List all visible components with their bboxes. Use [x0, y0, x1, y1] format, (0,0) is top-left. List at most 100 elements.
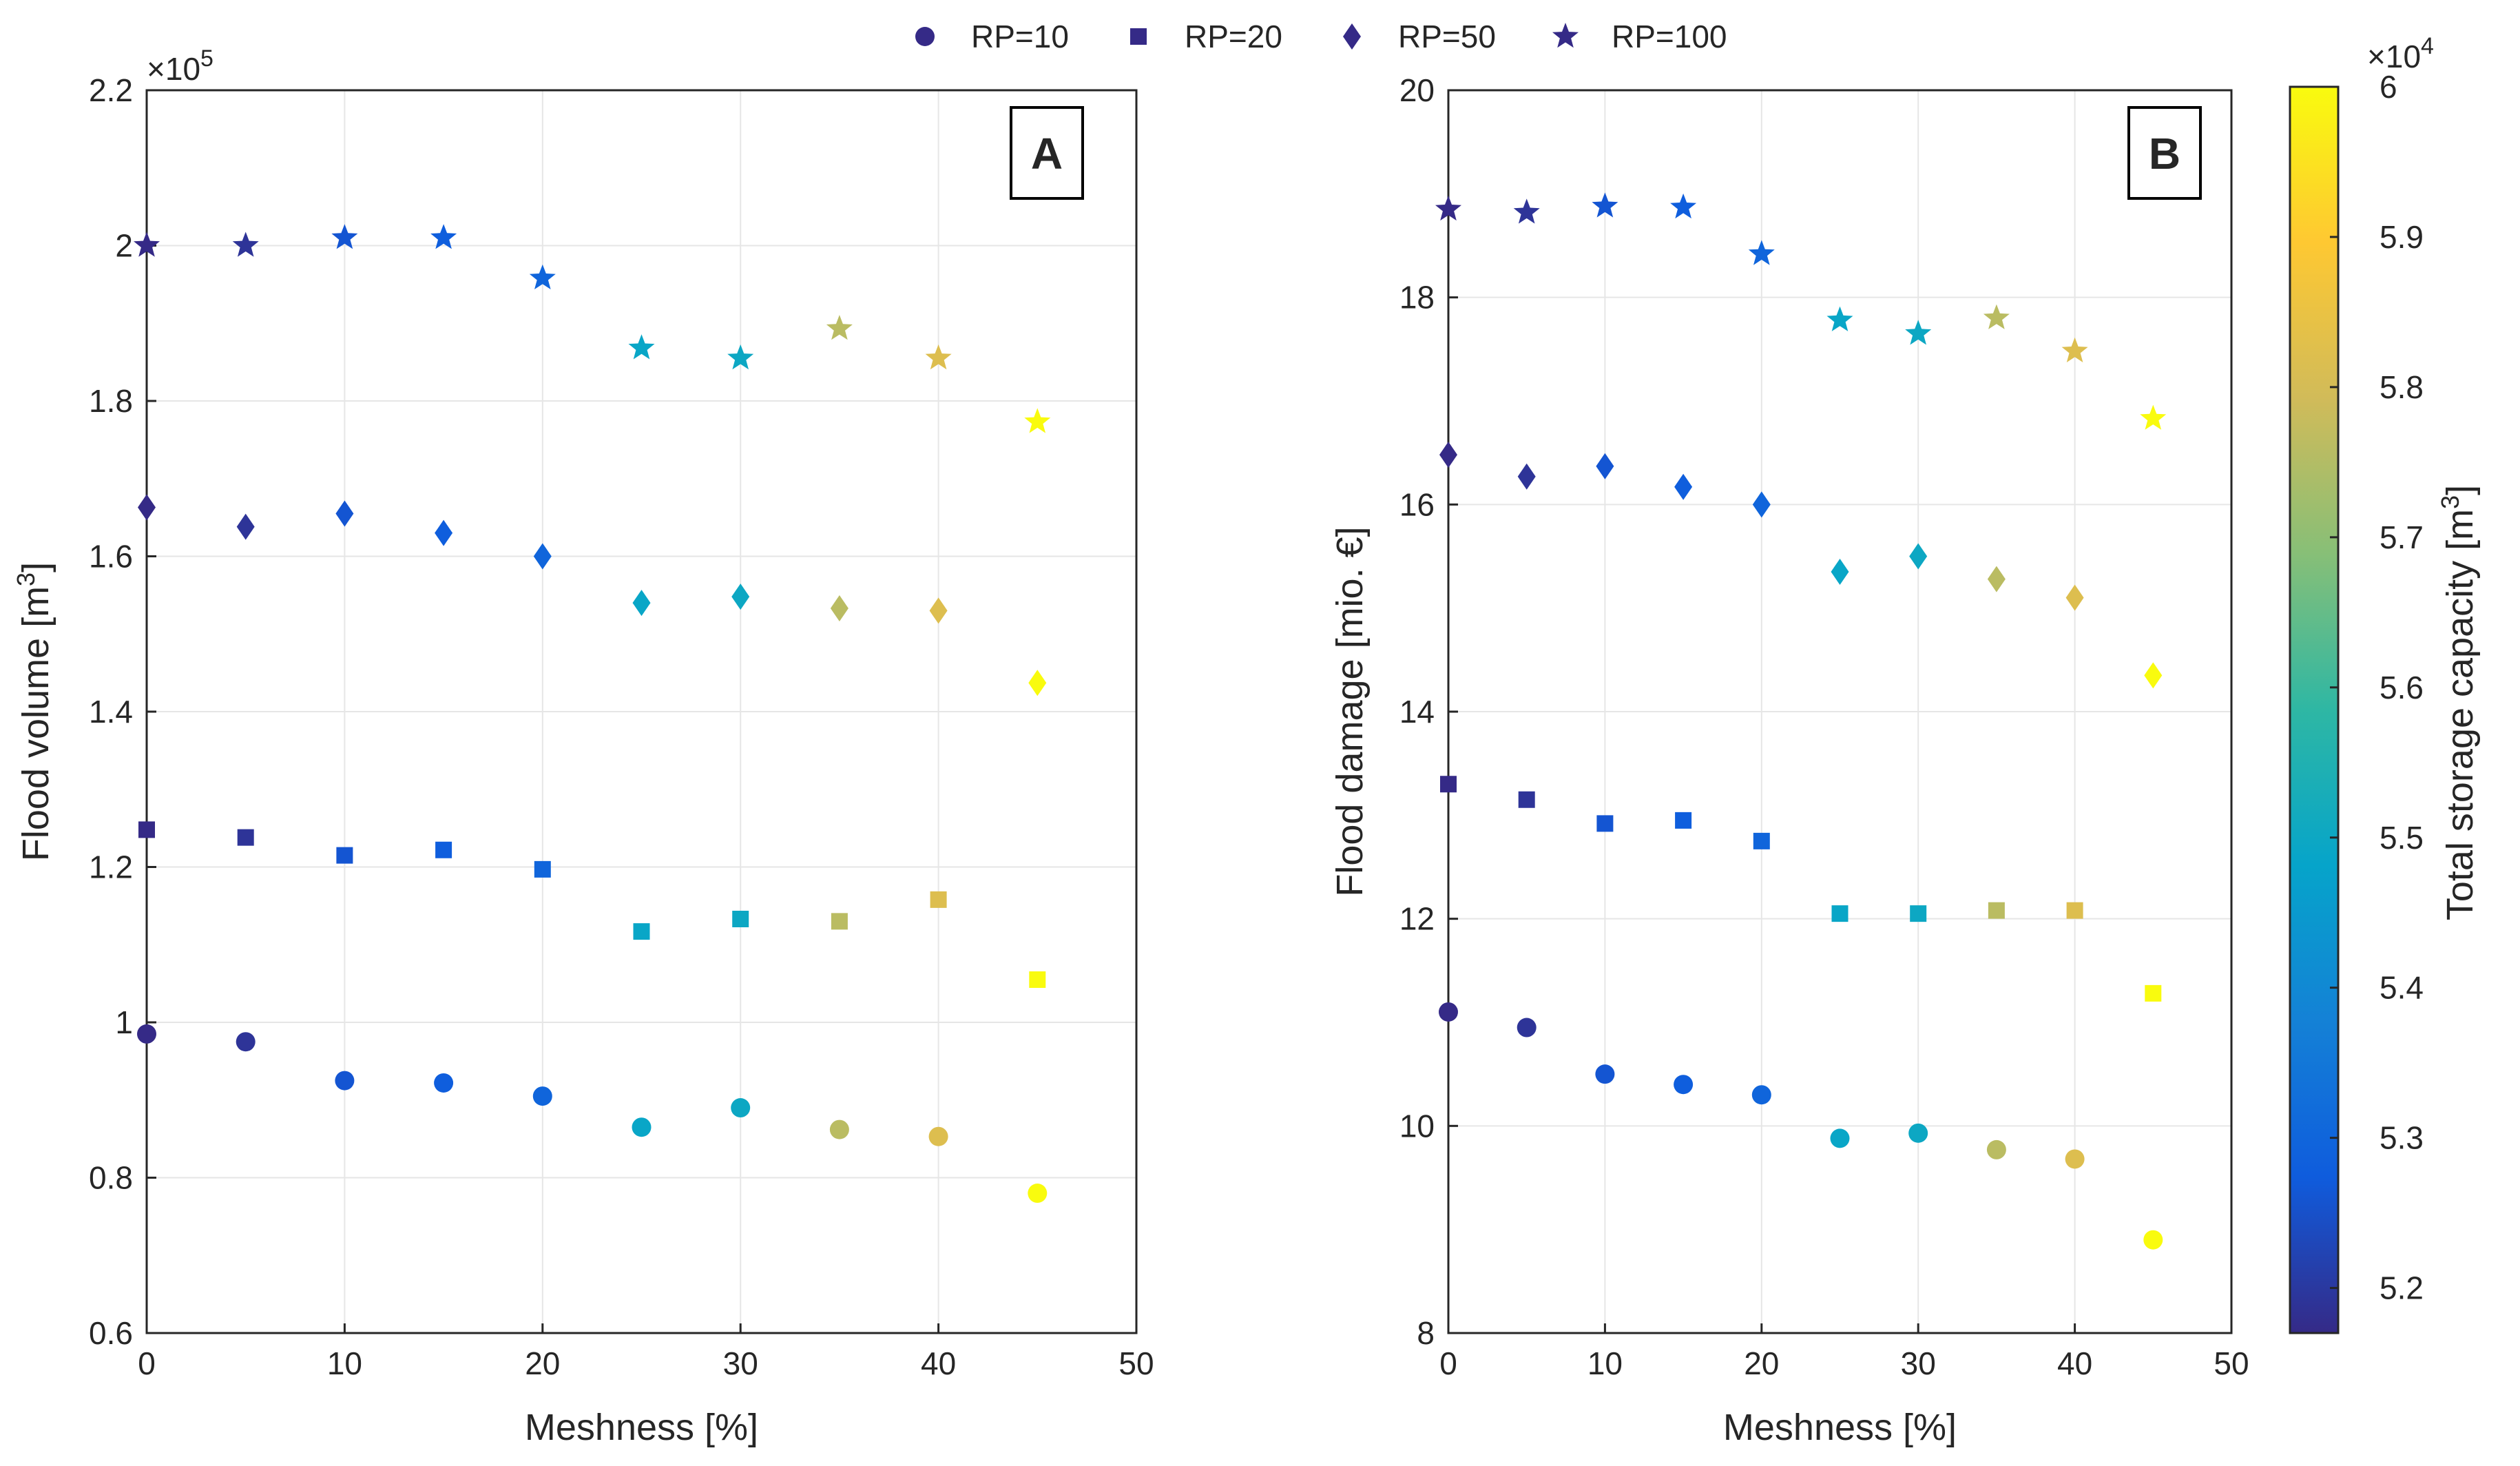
- data-point-rp10: [1986, 1139, 2006, 1159]
- data-point-rp10: [2065, 1149, 2085, 1169]
- data-point-rp20: [1910, 905, 1927, 922]
- data-point-rp50: [1987, 566, 2006, 592]
- data-point-rp10: [1595, 1064, 1615, 1084]
- panel-a-ticks: 0 10 20 30 40 50 0.6 0.8 1 1.2 1.4 1.6 1.8 2 2.2: [89, 72, 1154, 1381]
- y-tick-label: 2: [115, 228, 133, 264]
- colorbar-label: Total storage capacity [m3]: [2436, 485, 2481, 920]
- panel-b-x-axis-label: Meshness [%]: [1723, 1407, 1957, 1448]
- colorbar-tick-label: 5.6: [2380, 670, 2424, 705]
- x-tick-label: 30: [723, 1345, 758, 1381]
- data-point-rp10: [335, 1071, 355, 1091]
- data-point-rp10: [2143, 1230, 2163, 1250]
- colorbar-tick-label: 6: [2380, 69, 2397, 105]
- y-tick-label: 1.2: [89, 849, 133, 885]
- data-point-rp50: [1596, 453, 1614, 479]
- legend-marker-square: [1130, 28, 1147, 45]
- colorbar-tick-label: 5.2: [2380, 1270, 2424, 1306]
- data-point-rp10: [632, 1117, 652, 1137]
- data-point-rp100: [331, 224, 358, 249]
- x-tick-label: 0: [1439, 1345, 1457, 1381]
- data-point-rp10: [928, 1126, 948, 1146]
- legend-item-rp20: RP=20: [1130, 19, 1282, 54]
- data-point-rp50: [1674, 473, 1693, 500]
- data-point-rp100: [1435, 195, 1461, 221]
- panel-a-y-axis-label: Flood volume [m3]: [12, 562, 56, 861]
- data-point-rp10: [1517, 1018, 1537, 1037]
- data-point-rp50: [335, 500, 354, 527]
- data-point-rp20: [831, 913, 848, 930]
- data-point-rp20: [1753, 832, 1770, 849]
- data-point-rp10: [532, 1086, 552, 1106]
- data-point-rp50: [1439, 442, 1457, 468]
- data-point-rp50: [830, 595, 848, 622]
- data-point-rp10: [1751, 1085, 1771, 1105]
- data-point-rp100: [1024, 408, 1051, 433]
- y-tick-label: 2.2: [89, 72, 133, 108]
- panel-b-letter: B: [2149, 129, 2180, 178]
- y-tick-label: 8: [1417, 1315, 1435, 1351]
- data-point-rp50: [929, 597, 948, 624]
- data-point-rp100: [2140, 404, 2167, 430]
- data-point-rp20: [1029, 971, 1046, 988]
- legend-label-rp20: RP=20: [1185, 19, 1282, 54]
- data-point-rp100: [1592, 192, 1618, 218]
- colorbar: 5.2 5.3 5.4 5.5 5.6 5.7 5.8 5.9 6 ×104 Total sto…: [2289, 33, 2481, 1334]
- data-point-rp50: [1909, 543, 1928, 570]
- panel-b-data-points: [1435, 192, 2167, 1250]
- y-tick-label: 10: [1399, 1108, 1435, 1144]
- panel-a-data-points: [134, 224, 1051, 1204]
- data-point-rp10: [1830, 1128, 1850, 1148]
- y-tick-label: 1: [115, 1004, 133, 1040]
- y-tick-label: 1.4: [89, 694, 133, 730]
- y-tick-label: 0.8: [89, 1160, 133, 1196]
- legend-item-rp10: RP=10: [915, 19, 1069, 54]
- legend-label-rp50: RP=50: [1398, 19, 1496, 54]
- legend-label-rp10: RP=10: [971, 19, 1069, 54]
- data-point-rp20: [336, 847, 353, 864]
- y-tick-label: 1.6: [89, 539, 133, 575]
- data-point-rp10: [829, 1119, 849, 1139]
- data-point-rp20: [1440, 776, 1457, 793]
- legend-marker-star: [1552, 23, 1579, 48]
- x-tick-label: 10: [1587, 1345, 1623, 1381]
- x-tick-label: 50: [1118, 1345, 1154, 1381]
- x-tick-label: 30: [1901, 1345, 1936, 1381]
- legend-marker-diamond: [1343, 23, 1361, 50]
- data-point-rp20: [138, 821, 155, 838]
- data-point-rp100: [2061, 337, 2088, 362]
- data-point-rp50: [1752, 491, 1771, 518]
- data-point-rp50: [2144, 662, 2163, 689]
- data-point-rp100: [1748, 240, 1775, 265]
- data-point-rp100: [628, 334, 655, 360]
- y-tick-label: 18: [1399, 280, 1435, 316]
- legend: RP=10 RP=20 RP=50 RP=100: [915, 19, 1727, 54]
- data-point-rp10: [434, 1073, 454, 1093]
- y-tick-label: 0.6: [89, 1315, 133, 1351]
- data-point-rp50: [1517, 463, 1536, 490]
- y-tick-label: 12: [1399, 901, 1435, 937]
- data-point-rp20: [1831, 905, 1849, 922]
- x-tick-label: 20: [525, 1345, 560, 1381]
- panel-a-y-multiplier: ×105: [147, 45, 214, 87]
- legend-item-rp50: RP=50: [1343, 19, 1496, 54]
- data-point-rp100: [232, 231, 259, 257]
- x-tick-label: 50: [2214, 1345, 2249, 1381]
- data-point-rp20: [732, 911, 749, 928]
- x-tick-label: 0: [138, 1345, 156, 1381]
- data-point-rp50: [632, 590, 651, 617]
- data-point-rp100: [529, 264, 556, 289]
- data-point-rp20: [1988, 902, 2005, 919]
- data-point-rp10: [1674, 1075, 1694, 1095]
- y-tick-label: 1.8: [89, 383, 133, 419]
- data-point-rp100: [727, 344, 754, 370]
- data-point-rp10: [236, 1032, 256, 1052]
- panel-b-letter-box: [2127, 106, 2202, 200]
- data-point-rp10: [1908, 1123, 1928, 1143]
- panel-a: 0 10 20 30 40 50 0.6 0.8 1 1.2 1.4 1.6 1.8 2 2.2 Flood…: [12, 45, 1154, 1448]
- legend-marker-circle: [915, 27, 935, 46]
- panel-b: 0 10 20 30 40 50 8 10 12 14 16 18 20 Flood damage [m…: [1329, 72, 2249, 1448]
- panel-a-letter: A: [1031, 129, 1063, 178]
- data-point-rp50: [435, 519, 453, 546]
- colorbar-tick-label: 5.7: [2380, 519, 2424, 555]
- panel-a-letter-box: [1010, 106, 1084, 200]
